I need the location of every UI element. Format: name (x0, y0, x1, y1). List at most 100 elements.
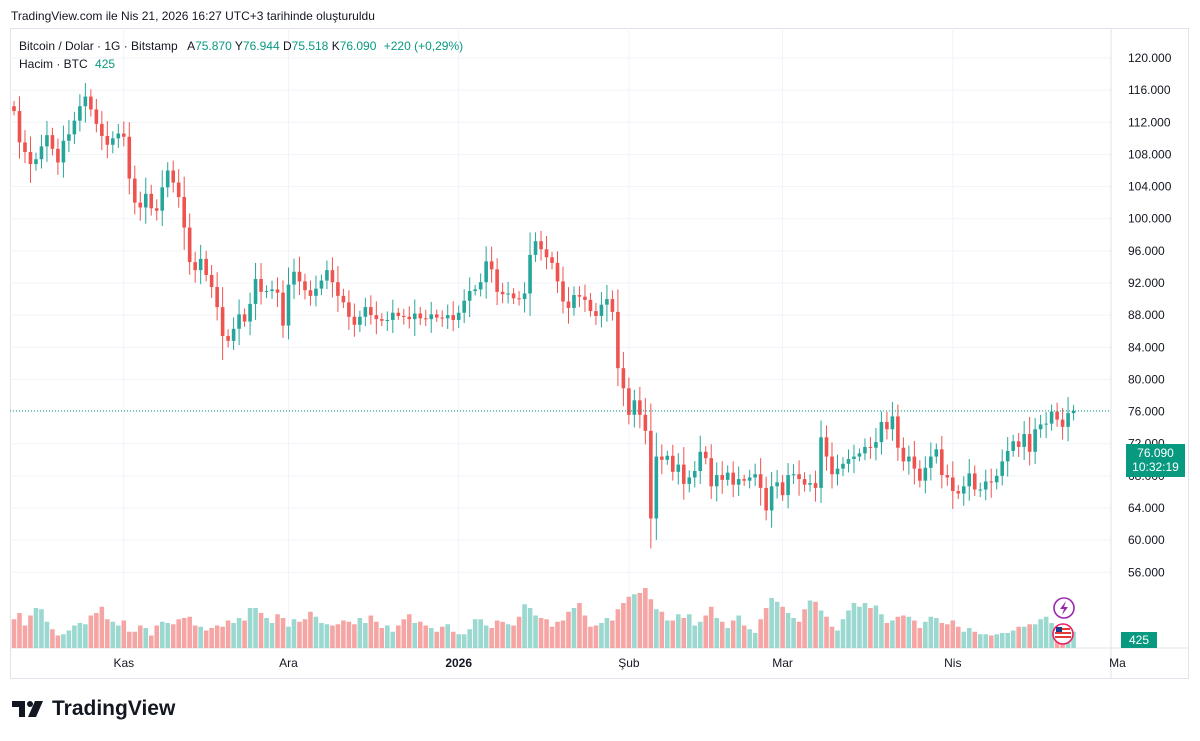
volume-bar (154, 625, 160, 648)
chart-caption: TradingView.com ile Nis 21, 2026 16:27 U… (11, 9, 375, 23)
candle-body (462, 300, 466, 313)
price-chart[interactable]: 120.000 116.000 112.000 108.000 104.000 100.0… (10, 28, 1189, 679)
candle-body (1044, 423, 1048, 425)
candle-body (594, 311, 598, 316)
volume-bar (258, 613, 264, 648)
volume-bar (324, 624, 330, 648)
last-volume-tag: 425 (1121, 632, 1157, 648)
volume-bar (66, 630, 72, 648)
volume-bar (1071, 631, 1076, 648)
candle-body (577, 295, 582, 297)
volume-bar (769, 598, 774, 648)
volume-bar (977, 634, 983, 648)
volume-bar (851, 603, 857, 648)
candle-body (769, 486, 774, 511)
volume-bar (807, 600, 813, 648)
volume-bar (736, 615, 741, 648)
y-tick-label: 92.000 (1128, 276, 1165, 290)
candle-body (835, 468, 840, 475)
candle-body (330, 270, 335, 283)
candle-body (692, 471, 697, 478)
volume-bar (412, 623, 418, 648)
y-tick-label: 60.000 (1128, 533, 1165, 547)
candle-body (215, 287, 219, 308)
candle-body (791, 474, 796, 476)
volume-bar (670, 620, 676, 648)
candle-body (703, 451, 708, 459)
candle-body (259, 278, 263, 292)
tradingview-logo[interactable]: TradingView (12, 697, 175, 721)
candle-body (396, 312, 401, 316)
volume-bar (955, 626, 961, 648)
candle-body (352, 316, 357, 325)
candle-body (193, 262, 197, 271)
volume-bar (231, 623, 236, 648)
candle-body (555, 262, 560, 282)
candle-body (687, 477, 692, 484)
volume-bar (308, 611, 313, 648)
legend-volume-label[interactable]: Hacim · BTC (19, 57, 88, 71)
volume-bar (439, 626, 445, 648)
volume-bar (505, 624, 511, 648)
candle-body (511, 293, 516, 299)
volume-bar (818, 610, 824, 648)
volume-bar (1021, 626, 1027, 648)
x-tick-label: Şub (618, 656, 640, 670)
volume-bar (939, 623, 945, 648)
candle-body (901, 447, 906, 462)
volume-bar (22, 625, 28, 648)
candle-body (747, 477, 752, 481)
volume-bar (857, 606, 862, 648)
volume-bar (1027, 624, 1032, 648)
candle-body (385, 319, 390, 321)
volume-bar (33, 608, 39, 648)
candle-body (242, 314, 247, 322)
volume-bar (417, 621, 423, 648)
candle-body (429, 314, 434, 320)
candle-body (478, 282, 483, 290)
volume-bar (110, 621, 116, 648)
candle-body (610, 299, 615, 312)
volume-bar (269, 623, 275, 648)
candle-body (742, 479, 746, 481)
volume-bar (291, 619, 297, 648)
candle-body (539, 241, 543, 250)
volume-bar (94, 613, 99, 648)
volume-bar (379, 628, 385, 648)
candle-body (994, 475, 999, 483)
volume-bar (895, 616, 901, 648)
candle-body (736, 479, 741, 485)
candle-body (319, 280, 324, 289)
candle-body (83, 96, 88, 107)
volume-bar (83, 624, 88, 648)
volume-bar (983, 634, 989, 648)
legend-symbol[interactable]: Bitcoin / Dolar · 1G · Bitstamp (19, 39, 178, 53)
volume-bar (357, 618, 363, 648)
candle-body (473, 289, 477, 292)
legend-row-ohlc: Bitcoin / Dolar · 1G · Bitstamp A75.870 … (19, 38, 463, 55)
volume-bar (549, 626, 555, 648)
candle-body (160, 187, 165, 211)
candle-body (17, 111, 22, 143)
volume-bar (198, 626, 203, 648)
volume-bar (791, 618, 796, 648)
candle-body (780, 482, 785, 496)
candle-body (885, 422, 889, 430)
candle-body (846, 458, 851, 464)
candle-body (275, 289, 280, 293)
volume-bar (571, 608, 577, 648)
volume-bar (1049, 623, 1054, 648)
candle-body (12, 106, 16, 112)
volume-bar (813, 601, 818, 648)
volume-bar (730, 620, 736, 648)
volume-bar (659, 611, 665, 648)
candle-body (989, 481, 994, 483)
candle-body (830, 456, 834, 475)
volume-bar (478, 619, 483, 648)
volume-bar (912, 620, 917, 648)
volume-bar (456, 634, 461, 648)
volume-bar (994, 634, 1000, 648)
volume-bar (187, 616, 192, 648)
candle-body (725, 472, 730, 480)
volume-bar (588, 626, 593, 648)
